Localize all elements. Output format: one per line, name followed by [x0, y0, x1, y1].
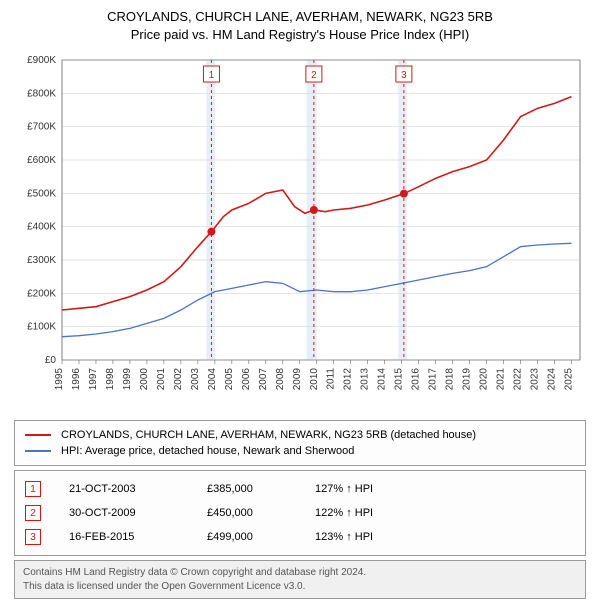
svg-text:2020: 2020	[479, 368, 490, 391]
svg-text:2025: 2025	[564, 368, 575, 391]
svg-text:2024: 2024	[547, 368, 558, 391]
sale-row: 1 21-OCT-2003 £385,000 127% ↑ HPI	[25, 477, 575, 501]
sale-hpi: 123% ↑ HPI	[315, 531, 373, 543]
title-line-1: CROYLANDS, CHURCH LANE, AVERHAM, NEWARK,…	[10, 8, 590, 26]
sale-marker-icon: 2	[25, 505, 41, 521]
sale-hpi: 122% ↑ HPI	[315, 507, 373, 519]
legend: CROYLANDS, CHURCH LANE, AVERHAM, NEWARK,…	[14, 420, 586, 466]
svg-text:1997: 1997	[88, 368, 99, 391]
svg-text:2011: 2011	[326, 368, 337, 390]
sale-marker-icon: 1	[25, 481, 41, 497]
svg-text:1: 1	[209, 70, 215, 81]
svg-text:£100K: £100K	[27, 322, 56, 333]
sale-price: £450,000	[207, 507, 287, 519]
svg-text:2000: 2000	[139, 368, 150, 391]
svg-text:£300K: £300K	[27, 255, 56, 266]
legend-label: CROYLANDS, CHURCH LANE, AVERHAM, NEWARK,…	[61, 429, 476, 441]
sale-hpi: 127% ↑ HPI	[315, 483, 373, 495]
svg-text:2018: 2018	[445, 368, 456, 391]
svg-text:2015: 2015	[394, 368, 405, 391]
sale-date: 30-OCT-2009	[69, 507, 179, 519]
svg-text:2007: 2007	[258, 368, 269, 391]
svg-text:2016: 2016	[411, 368, 422, 391]
sale-price: £385,000	[207, 483, 287, 495]
svg-text:2009: 2009	[292, 368, 303, 391]
svg-text:1996: 1996	[71, 368, 82, 391]
svg-text:2002: 2002	[173, 368, 184, 391]
sale-date: 16-FEB-2015	[69, 531, 179, 543]
svg-text:£0: £0	[45, 355, 57, 366]
title-line-2: Price paid vs. HM Land Registry's House …	[10, 26, 590, 44]
legend-swatch	[25, 450, 51, 452]
svg-text:1995: 1995	[54, 368, 65, 391]
svg-text:£600K: £600K	[27, 155, 56, 166]
svg-text:2023: 2023	[530, 368, 541, 391]
sale-marker-icon: 3	[25, 529, 41, 545]
sales-table: 1 21-OCT-2003 £385,000 127% ↑ HPI 2 30-OCT-20…	[14, 470, 586, 556]
svg-text:3: 3	[401, 70, 407, 81]
svg-text:2006: 2006	[241, 368, 252, 391]
svg-text:2: 2	[311, 70, 317, 81]
svg-text:£900K: £900K	[27, 55, 56, 66]
legend-row: HPI: Average price, detached house, Newa…	[25, 443, 575, 459]
svg-text:1999: 1999	[122, 368, 133, 391]
footer-attribution: Contains HM Land Registry data © Crown c…	[14, 560, 586, 599]
svg-text:2012: 2012	[343, 368, 354, 391]
price-chart: £0 £100K £200K £300K £400K £500K £600K £700K £80…	[10, 50, 590, 410]
svg-text:2001: 2001	[156, 368, 167, 391]
svg-text:2022: 2022	[513, 368, 524, 391]
svg-text:2013: 2013	[360, 368, 371, 391]
svg-text:£400K: £400K	[27, 222, 56, 233]
sale-row: 3 16-FEB-2015 £499,000 123% ↑ HPI	[25, 525, 575, 549]
svg-text:£700K: £700K	[27, 122, 56, 133]
svg-text:2004: 2004	[207, 368, 218, 391]
footer-line-2: This data is licensed under the Open Gov…	[23, 580, 577, 594]
chart-title: CROYLANDS, CHURCH LANE, AVERHAM, NEWARK,…	[10, 8, 590, 44]
svg-text:£200K: £200K	[27, 289, 56, 300]
svg-text:2014: 2014	[377, 368, 388, 391]
svg-text:£500K: £500K	[27, 189, 56, 200]
sale-row: 2 30-OCT-2009 £450,000 122% ↑ HPI	[25, 501, 575, 525]
legend-label: HPI: Average price, detached house, Newa…	[61, 445, 354, 457]
svg-text:1998: 1998	[105, 368, 116, 391]
svg-text:2019: 2019	[462, 368, 473, 391]
legend-swatch	[25, 434, 51, 436]
svg-text:2021: 2021	[496, 368, 507, 391]
svg-text:2010: 2010	[309, 368, 320, 391]
footer-line-1: Contains HM Land Registry data © Crown c…	[23, 566, 577, 580]
svg-text:2017: 2017	[428, 368, 439, 391]
container: CROYLANDS, CHURCH LANE, AVERHAM, NEWARK,…	[0, 0, 600, 609]
sale-date: 21-OCT-2003	[69, 483, 179, 495]
chart-svg: £0 £100K £200K £300K £400K £500K £600K £700K £80…	[10, 50, 590, 410]
svg-text:2003: 2003	[190, 368, 201, 391]
sale-price: £499,000	[207, 531, 287, 543]
svg-text:2005: 2005	[224, 368, 235, 391]
svg-text:2008: 2008	[275, 368, 286, 391]
svg-text:£800K: £800K	[27, 89, 56, 100]
legend-row: CROYLANDS, CHURCH LANE, AVERHAM, NEWARK,…	[25, 427, 575, 443]
